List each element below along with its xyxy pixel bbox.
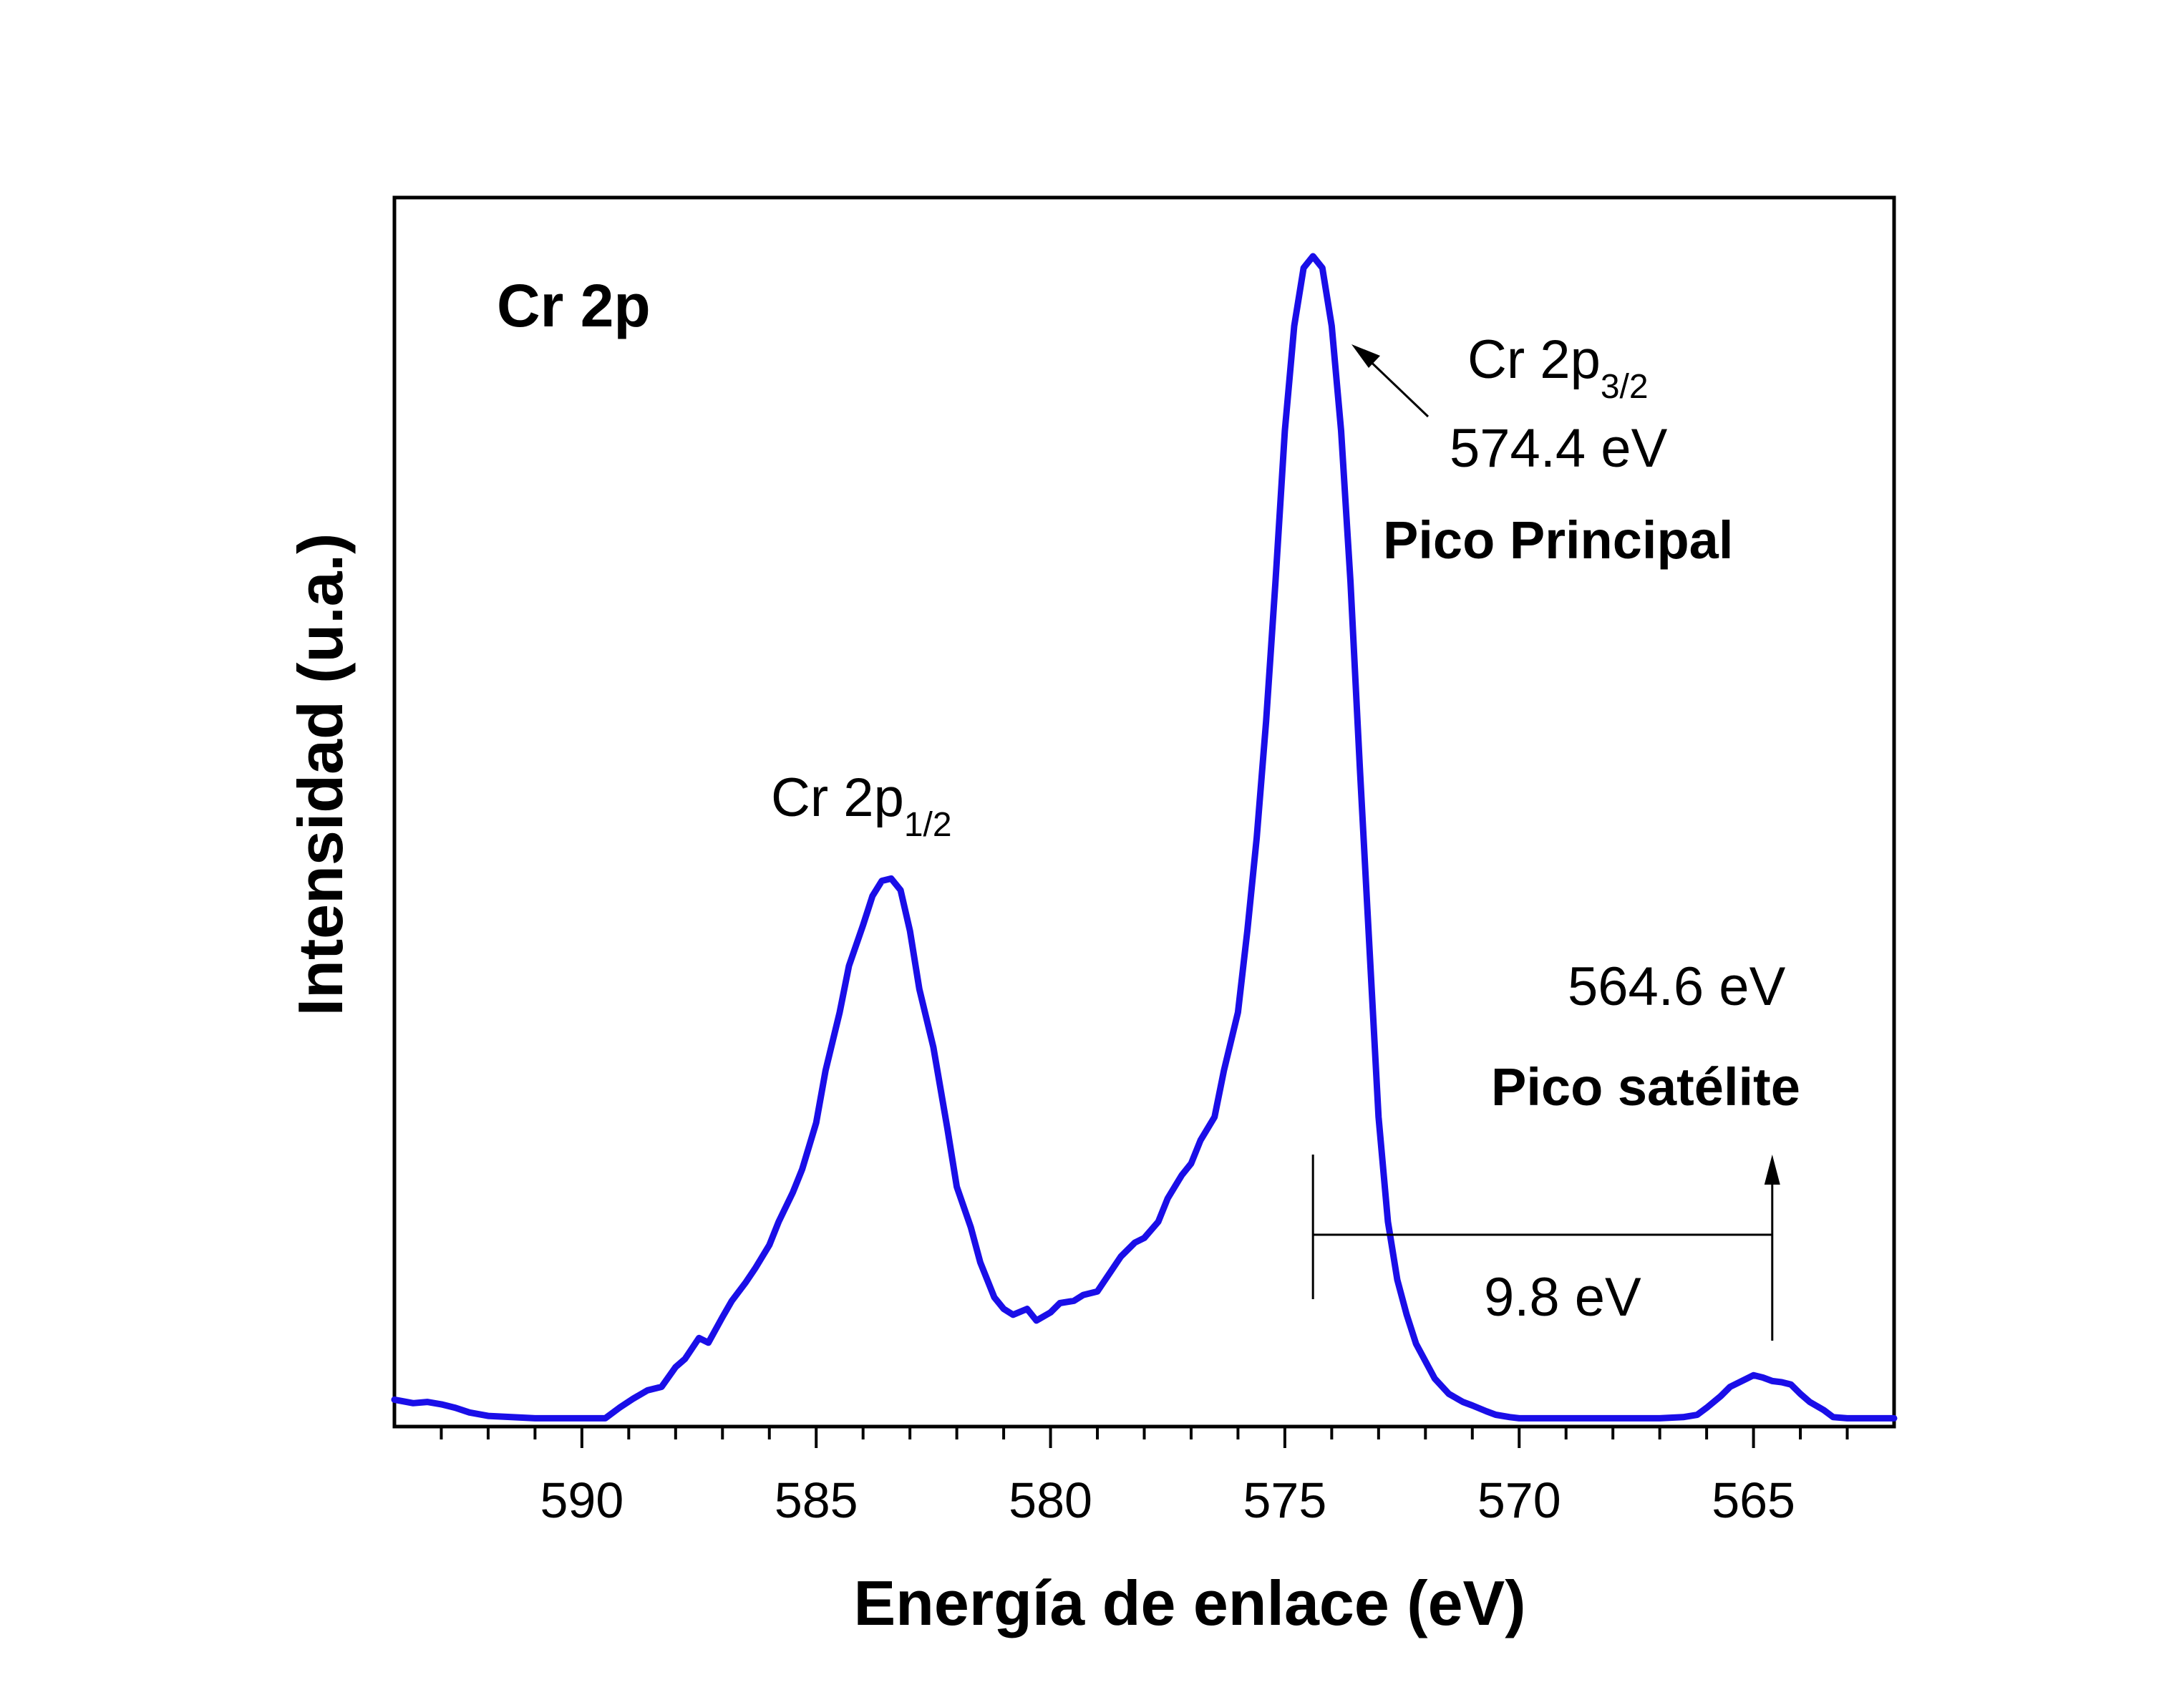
peak-half-subscript: 1/2 [904,806,952,844]
x-tick-label: 570 [1477,1472,1561,1528]
separation-label: 9.8 eV [1484,1267,1641,1328]
x-tick-label: 565 [1712,1472,1795,1528]
x-axis-tick-labels: 590 585 580 575 570 565 [540,1472,1795,1528]
x-tick-label: 575 [1243,1472,1327,1528]
peak-main-arrow-head [1351,344,1380,368]
y-axis-title: Intensidad (u.a.) [285,533,356,1016]
peak-main-name: Cr 2p3/2 [1467,329,1649,406]
spectrum-line [391,253,1898,1422]
peak-main-arrow-shaft [1362,354,1430,418]
satellite-energy: 564.6 eV [1568,956,1786,1017]
separation-marker [1311,1155,1780,1341]
peak-main-arrow [1351,344,1430,418]
peak-half-name: Cr 2p1/2 [771,767,952,844]
satellite-arrow-head [1764,1155,1780,1185]
x-axis-title: Energía de enlace (eV) [853,1568,1525,1638]
x-axis-ticks [440,1427,1849,1448]
plot-frame [392,195,1896,1429]
plot-area-border [392,195,1896,1429]
peak-main-subscript: 3/2 [1601,368,1649,406]
panel-label: Cr 2p [497,272,651,339]
satellite-label: Pico satélite [1491,1057,1800,1117]
peak-half-name-text: Cr 2p [771,767,904,828]
peak-main-energy: 574.4 eV [1450,418,1668,479]
x-tick-label: 580 [1009,1472,1092,1528]
peak-main-label: Pico Principal [1383,510,1733,570]
x-tick-label: 590 [540,1472,623,1528]
peak-main-name-text: Cr 2p [1467,329,1601,390]
x-tick-label: 585 [775,1472,858,1528]
